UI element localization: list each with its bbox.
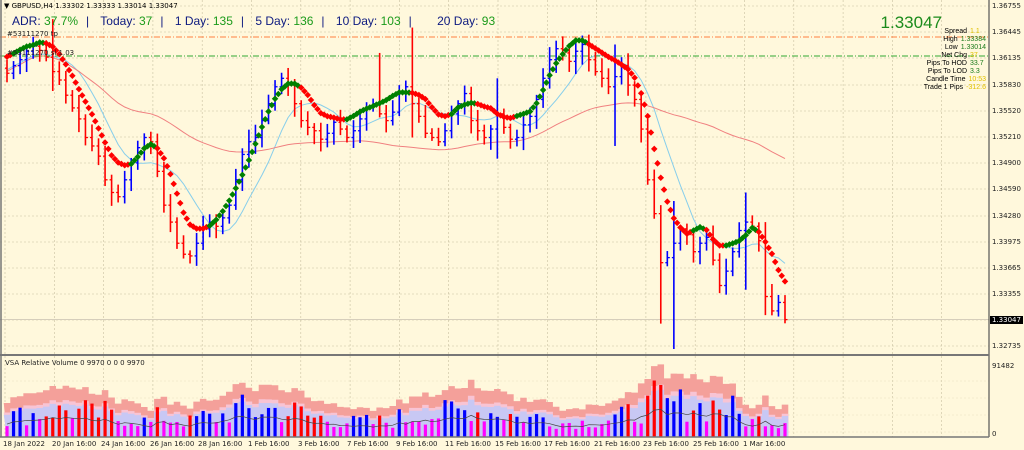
- info-row: Pips To LOD 3.3: [924, 68, 986, 76]
- info-key: High: [943, 36, 958, 43]
- adr-indicator: ADR: 37.7% | Today: 37 | 1 Day: 135 | 5 Day…: [12, 14, 496, 28]
- time-tick: 3 Feb 16:00: [298, 440, 340, 448]
- price-tick: 1.34590: [992, 185, 1021, 193]
- chart-grid: [0, 0, 989, 437]
- info-value: 1.1: [970, 28, 980, 35]
- chart-frame: [0, 0, 990, 438]
- info-key: Net Chg: [941, 52, 967, 59]
- info-value: 3.3: [970, 68, 980, 75]
- ohlc-bars: [5, 19, 788, 349]
- info-row: Trade 1 Pips -312.6: [924, 84, 986, 92]
- info-key: Candle Time: [926, 76, 966, 83]
- sl-level-label: #53111270 sl 1.03: [7, 49, 75, 57]
- price-tick: 1.33665: [992, 264, 1021, 272]
- trade-levels: [0, 36, 989, 57]
- vsa-volume-histogram: [3, 364, 789, 437]
- time-tick: 20 Jan 16:00: [52, 440, 97, 448]
- info-value: -312.6: [966, 84, 986, 91]
- time-tick: 26 Jan 16:00: [150, 440, 195, 448]
- trend-dots: [3, 37, 789, 285]
- time-tick: 7 Feb 16:00: [347, 440, 389, 448]
- vsa-title: VSA Relative Volume 0 9970 0 0 0 9970: [5, 359, 145, 367]
- info-row: Low 1.33014: [924, 44, 986, 52]
- price-tick: 1.34280: [992, 212, 1021, 220]
- info-value: 33.7: [970, 60, 984, 67]
- price-tick: 1.35520: [992, 107, 1021, 115]
- info-key: Pips To LOD: [927, 68, 967, 75]
- price-tick: 1.33975: [992, 238, 1021, 246]
- price-tick: 1.32735: [992, 342, 1021, 350]
- tp-level-label: #53111270 tp: [7, 30, 58, 38]
- info-value: 37: [970, 52, 978, 59]
- time-tick: 21 Feb 16:00: [594, 440, 640, 448]
- time-tick: 18 Jan 2022: [3, 440, 45, 448]
- info-panel: Spread 1.1 High 1.33384 Low 1.33014 Net Chg 37 P…: [924, 28, 986, 92]
- price-tick: 1.34900: [992, 159, 1021, 167]
- info-row: High 1.33384: [924, 36, 986, 44]
- info-key: Low: [944, 44, 958, 51]
- price-tick: 1.35830: [992, 81, 1021, 89]
- time-tick: 17 Feb 16:00: [544, 440, 590, 448]
- price-tick: 1.36445: [992, 28, 1021, 36]
- info-row: Pips To HOD 33.7: [924, 60, 986, 68]
- symbol-info: ▼ GBPUSD,H4 1.33302 1.33333 1.33014 1.33…: [4, 2, 178, 10]
- vsa-max-label: 91482: [992, 362, 1015, 370]
- info-value: 1.33384: [960, 36, 986, 43]
- moving-averages: [6, 53, 786, 264]
- current-price-tag: 1.33047: [990, 316, 1023, 324]
- time-tick: 1 Mar 16:00: [743, 440, 786, 448]
- info-key: Pips To HOD: [926, 60, 967, 67]
- vsa-min-label: 0: [992, 430, 997, 438]
- info-key: Trade 1 Pips: [923, 84, 964, 91]
- time-tick: 25 Feb 16:00: [693, 440, 739, 448]
- price-tick: 1.36755: [992, 2, 1021, 10]
- time-tick: 15 Feb 16:00: [495, 440, 541, 448]
- time-tick: 28 Jan 16:00: [198, 440, 243, 448]
- info-row: Candle Time 10:53: [924, 76, 986, 84]
- price-tick: 1.33355: [992, 290, 1021, 298]
- time-tick: 24 Jan 16:00: [101, 440, 146, 448]
- info-value: 10:53: [968, 76, 986, 83]
- info-value: 1.33014: [960, 44, 986, 51]
- current-price-display: 1.33047: [880, 13, 942, 32]
- time-tick: 23 Feb 16:00: [643, 440, 689, 448]
- dropdown-triangle-icon[interactable]: ▼: [4, 2, 10, 10]
- time-tick: 1 Feb 16:00: [248, 440, 290, 448]
- price-tick: 1.36135: [992, 54, 1021, 62]
- time-tick: 11 Feb 16:00: [445, 440, 491, 448]
- info-row: Spread 1.1: [924, 28, 986, 36]
- price-tick: 1.35210: [992, 133, 1021, 141]
- info-key: Spread: [944, 28, 967, 35]
- info-row: Net Chg 37: [924, 52, 986, 60]
- time-tick: 9 Feb 16:00: [396, 440, 438, 448]
